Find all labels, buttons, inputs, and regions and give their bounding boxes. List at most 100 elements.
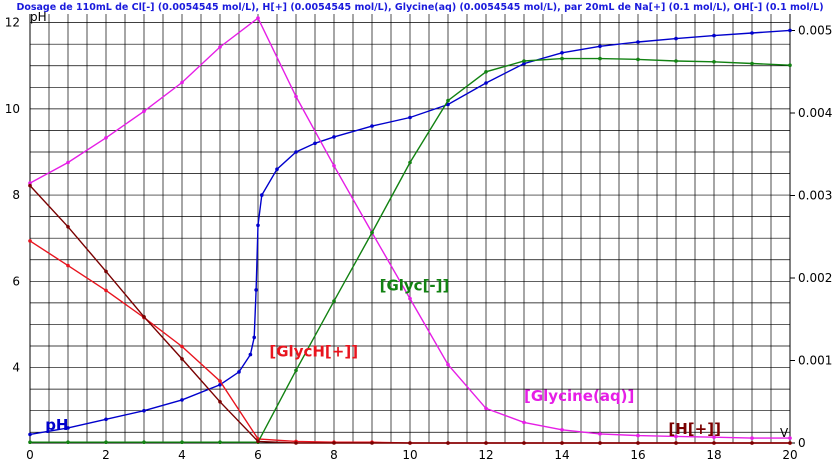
- data-point: [104, 440, 108, 445]
- data-point: [66, 263, 70, 268]
- data-point: [28, 432, 32, 437]
- data-point: [218, 440, 222, 445]
- series-label: pH: [45, 416, 68, 434]
- data-point: [712, 60, 716, 64]
- data-point: [484, 406, 488, 411]
- data-point: [788, 436, 792, 440]
- data-point: [484, 441, 488, 445]
- data-point: [218, 379, 222, 383]
- data-point: [180, 344, 184, 349]
- series-glyc: [28, 56, 792, 445]
- data-point: [218, 45, 222, 49]
- x-tick-label: 14: [554, 448, 569, 462]
- data-point: [332, 299, 336, 303]
- data-point: [370, 230, 374, 235]
- y-tick-label: 4: [12, 361, 20, 375]
- data-point: [275, 167, 279, 171]
- series-labels: pH [GlycH[+]] [Glyc[-]] [Glycine(aq)] [H[+]]: [45, 276, 721, 438]
- data-point: [294, 150, 298, 154]
- data-point: [218, 400, 222, 404]
- data-point: [313, 141, 317, 146]
- data-point: [142, 315, 146, 319]
- data-point: [28, 440, 32, 445]
- data-point: [674, 441, 678, 445]
- y2-tick-label: 0.005: [798, 24, 832, 38]
- data-point: [446, 441, 450, 445]
- data-point: [252, 335, 256, 340]
- x-tick-label: 6: [254, 448, 262, 462]
- data-point: [522, 59, 526, 63]
- series-line: [29, 29, 791, 436]
- data-point: [408, 441, 412, 445]
- x-axis-label: V: [780, 426, 789, 440]
- series-h: [28, 183, 792, 445]
- x-tick-label: 0: [26, 448, 34, 462]
- data-point: [408, 160, 412, 165]
- y-tick-label: 6: [12, 274, 20, 288]
- data-point: [294, 94, 298, 99]
- data-point: [598, 56, 602, 61]
- data-point: [28, 183, 32, 188]
- data-point: [66, 440, 70, 445]
- data-point: [180, 398, 184, 402]
- data-point: [256, 16, 260, 20]
- data-point: [142, 440, 146, 445]
- series-label: [H[+]]: [668, 420, 721, 438]
- data-point: [636, 441, 640, 445]
- series-label: [GlycH[+]]: [269, 342, 358, 360]
- y2-tick-label: 0.004: [798, 106, 832, 120]
- x-tick-label: 12: [478, 448, 493, 462]
- data-point: [104, 288, 108, 293]
- data-point: [256, 223, 260, 228]
- data-point: [260, 193, 264, 197]
- data-point: [560, 428, 564, 432]
- y-axis-ticks: 4 6 8 10 12: [5, 16, 20, 375]
- data-point: [598, 432, 602, 436]
- data-point: [598, 441, 602, 445]
- data-point: [370, 441, 374, 445]
- y-axis-label: pH: [30, 10, 47, 24]
- data-point: [446, 362, 450, 367]
- data-point: [674, 59, 678, 63]
- y2-axis-ticks: 0 0.001 0.002 0.003 0.004 0.005: [790, 24, 832, 450]
- data-point: [104, 269, 108, 274]
- data-point: [750, 436, 754, 440]
- data-point: [788, 63, 792, 67]
- data-point: [104, 136, 108, 140]
- data-point: [248, 352, 253, 357]
- data-point: [712, 435, 716, 440]
- data-point: [28, 181, 32, 185]
- data-point: [66, 160, 70, 165]
- data-point: [484, 70, 488, 74]
- data-point: [522, 61, 526, 66]
- data-point: [180, 357, 184, 361]
- data-point: [66, 225, 70, 229]
- data-point: [750, 31, 754, 35]
- data-point: [294, 441, 298, 445]
- data-point: [370, 124, 374, 128]
- data-point: [256, 439, 260, 444]
- x-tick-label: 8: [330, 448, 338, 462]
- data-point: [332, 164, 336, 168]
- y2-tick-label: 0.003: [798, 189, 832, 203]
- data-point: [750, 61, 754, 66]
- data-point: [598, 44, 602, 49]
- data-point: [408, 115, 412, 120]
- data-point: [484, 81, 488, 85]
- y-tick-label: 12: [5, 16, 20, 30]
- x-axis-ticks: 0 2 4 6 8 10 12 14 16 18 20: [26, 448, 797, 462]
- chart-title: Dosage de 110mL de Cl[-] (0.0054545 mol/…: [16, 2, 823, 13]
- data-point: [560, 56, 564, 61]
- data-point: [712, 33, 716, 38]
- y2-tick-label: 0: [798, 436, 806, 450]
- series-label: [Glycine(aq)]: [524, 387, 634, 405]
- data-point: [788, 28, 792, 33]
- data-point: [180, 440, 184, 445]
- data-point: [788, 441, 792, 445]
- x-tick-label: 18: [706, 448, 721, 462]
- series-ph: [28, 28, 792, 437]
- data-point: [180, 80, 184, 85]
- data-point: [636, 40, 640, 44]
- y2-tick-label: 0.002: [798, 271, 832, 285]
- data-point: [254, 288, 258, 292]
